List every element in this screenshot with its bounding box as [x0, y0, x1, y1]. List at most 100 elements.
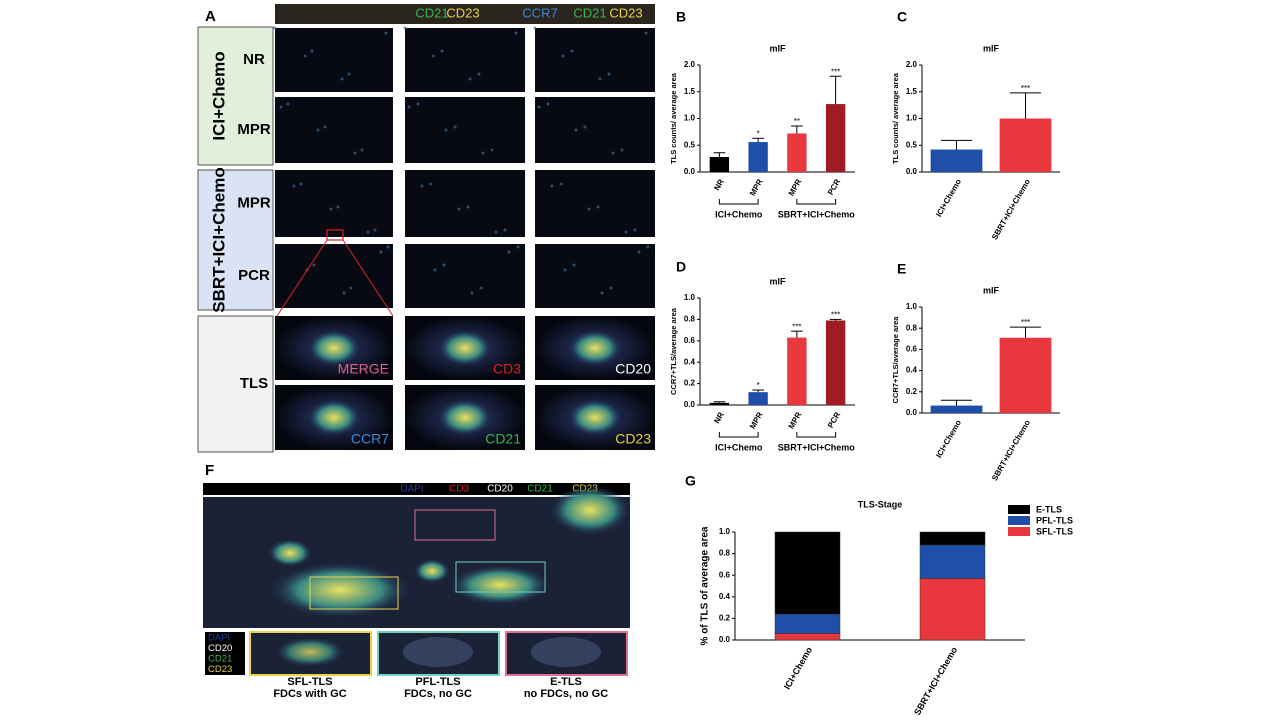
speckle: [442, 263, 446, 267]
panel-label: C: [897, 9, 907, 25]
x-tick-label: NR: [712, 410, 726, 425]
stain-label: CCR7: [351, 431, 389, 447]
y-tick-label: 0.5: [684, 140, 696, 149]
chart-title: mIF: [983, 285, 1000, 295]
speckle: [336, 205, 340, 209]
significance: ***: [792, 322, 801, 331]
legend-swatch: [1008, 527, 1030, 536]
speckle: [550, 184, 554, 188]
x-tick-label: MPR: [787, 177, 804, 197]
stain-label: CD21: [485, 431, 521, 447]
group-label: ICI+Chemo: [715, 442, 763, 452]
x-tick-label: MPR: [748, 177, 765, 197]
speckle: [637, 250, 641, 254]
micrograph: [405, 170, 525, 237]
speckle: [403, 26, 407, 30]
speckle: [600, 291, 604, 295]
header-stain: CD21: [415, 5, 448, 20]
group-label: TLS: [240, 375, 268, 392]
bar: [709, 157, 730, 172]
tls-structure: [308, 330, 360, 366]
y-tick-label: 1.0: [684, 114, 696, 123]
tls-structure: [550, 485, 630, 535]
tls-structure: [275, 637, 345, 667]
group-label: ICI+Chemo: [209, 51, 228, 140]
y-tick-label: 0.8: [906, 323, 918, 332]
speckle: [340, 77, 344, 81]
significance: *: [757, 129, 760, 138]
speckle: [453, 125, 457, 129]
tls-structure: [531, 637, 601, 667]
group-label: SBRT+ICI+Chemo: [778, 442, 856, 452]
tls-structure: [568, 399, 622, 436]
y-tick-label: 1.0: [684, 293, 696, 302]
y-tick-label: 0.6: [906, 345, 918, 354]
speckle: [416, 102, 420, 106]
micrograph: [275, 28, 393, 92]
tls-structure: [268, 539, 312, 567]
tls-structure: [438, 330, 492, 366]
x-tick-label: SBRT+ICI+Chemo: [990, 177, 1032, 241]
y-tick-label: 0.6: [684, 336, 696, 345]
speckle: [533, 26, 537, 30]
speckle: [611, 151, 615, 155]
x-tick-label: ICI+Chemo: [782, 645, 815, 691]
group-label: SBRT+ICI+Chemo: [209, 167, 228, 312]
zoom-box: [326, 229, 344, 241]
tls-structure: [414, 559, 450, 583]
speckle: [386, 245, 390, 249]
speckle: [292, 184, 296, 188]
legend-label: E-TLS: [1036, 504, 1062, 514]
speckle: [466, 205, 470, 209]
speckle: [457, 207, 461, 211]
micrograph: [405, 28, 525, 92]
speckle: [303, 54, 307, 58]
group-bracket: [796, 199, 837, 205]
x-tick-label: SBRT+ICI+Chemo: [990, 418, 1032, 482]
chart-title: TLS-Stage: [858, 499, 903, 509]
tls-structure: [308, 399, 360, 436]
bar: [748, 392, 768, 405]
row-label: MPR: [237, 121, 271, 138]
speckle: [507, 250, 511, 254]
significance: **: [794, 117, 800, 126]
tls-structure: [450, 565, 550, 605]
speckle: [379, 250, 383, 254]
y-tick-label: 0.0: [906, 408, 918, 417]
speckle: [342, 291, 346, 295]
speckle: [470, 291, 474, 295]
micrograph: [275, 97, 393, 163]
y-tick-label: 1.0: [719, 527, 731, 536]
speckle: [273, 26, 277, 30]
y-tick-label: 0.4: [719, 592, 731, 601]
bar: [787, 133, 807, 172]
roi-box: [455, 561, 546, 593]
stain-label: CD23: [615, 431, 651, 447]
bar: [999, 337, 1052, 413]
micrograph: [535, 97, 655, 163]
zoom-line: [342, 239, 394, 317]
bar: [999, 118, 1052, 172]
panel-label: E: [897, 261, 906, 277]
tls-structure: [568, 330, 622, 366]
tls-structure: [270, 562, 410, 618]
speckle: [373, 228, 377, 232]
speckle: [620, 148, 624, 152]
legend-label: PFL-TLS: [1036, 515, 1073, 525]
x-tick-label: PCR: [826, 177, 842, 196]
speckle: [481, 151, 485, 155]
panel-label: A: [205, 8, 216, 25]
header-stain: CD20: [487, 484, 513, 495]
speckle: [561, 54, 565, 58]
y-tick-label: 0.0: [684, 400, 696, 409]
y-tick-label: 2.0: [906, 60, 918, 69]
speckle: [310, 49, 314, 53]
chart-title: mIF: [769, 43, 786, 53]
stain-label: CD20: [615, 361, 651, 377]
stain-label: MERGE: [338, 361, 389, 377]
y-tick-label: 0.0: [906, 167, 918, 176]
speckle: [312, 263, 316, 267]
speckle: [420, 184, 424, 188]
micrograph: [405, 97, 525, 163]
